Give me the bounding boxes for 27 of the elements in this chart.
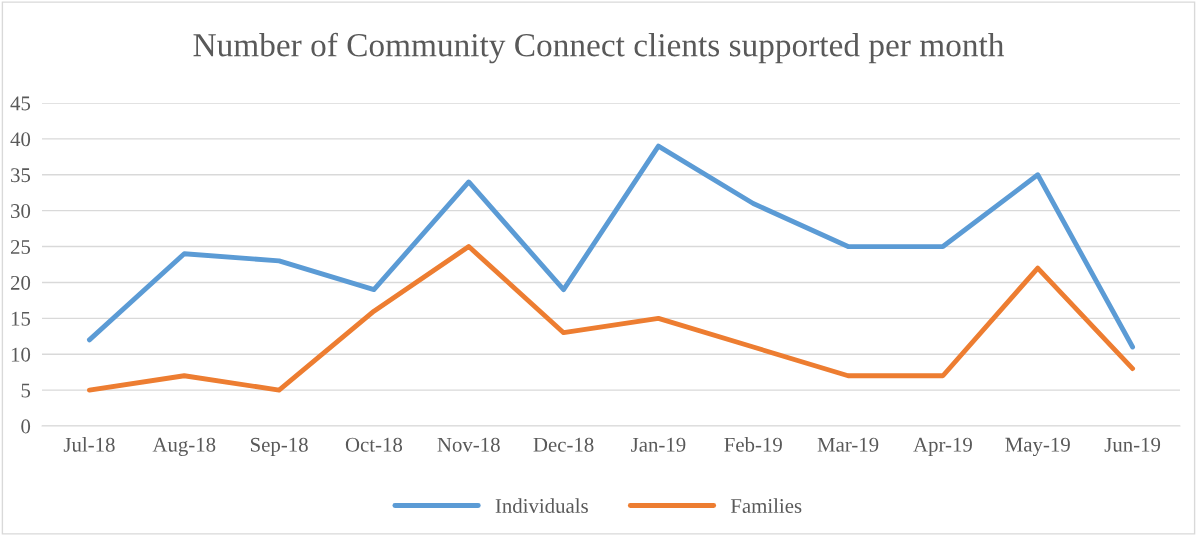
y-tick-label: 40 bbox=[10, 132, 31, 147]
y-tick-label: 30 bbox=[11, 204, 31, 219]
y-tick-label: 45 bbox=[10, 96, 31, 111]
line-series bbox=[86, 143, 1136, 350]
y-tick-label: 35 bbox=[11, 168, 31, 183]
x-tick-label: Nov-18 bbox=[437, 437, 500, 452]
x-tick-label: Mar-19 bbox=[817, 437, 879, 452]
x-tick-label: Jun-19 bbox=[1104, 437, 1161, 452]
x-tick-label: Jan-19 bbox=[631, 437, 686, 452]
x-tick-label: Sep-18 bbox=[250, 437, 308, 456]
x-tick-label: Feb-19 bbox=[724, 437, 782, 452]
y-tick-label: 5 bbox=[21, 383, 31, 398]
x-tick-label: Aug-18 bbox=[152, 437, 216, 456]
line-series bbox=[86, 244, 1136, 393]
y-tick-label: 25 bbox=[10, 239, 31, 254]
chart-title: Number of Community Connect clients supported per month bbox=[193, 32, 1005, 64]
y-tick-label: 0 bbox=[21, 419, 31, 434]
y-tick-label: 15 bbox=[11, 311, 31, 326]
x-tick-label: May-19 bbox=[1005, 437, 1070, 456]
x-tick-label: Jul-18 bbox=[63, 437, 115, 452]
x-tick-label: Apr-19 bbox=[913, 437, 972, 456]
y-tick-label: 10 bbox=[11, 347, 31, 362]
y-tick-label: 20 bbox=[10, 275, 31, 290]
legend-label: Individuals bbox=[495, 498, 588, 514]
x-tick-label: Oct-18 bbox=[345, 437, 403, 452]
legend-label: Families bbox=[730, 498, 802, 514]
x-tick-label: Dec-18 bbox=[533, 437, 594, 452]
